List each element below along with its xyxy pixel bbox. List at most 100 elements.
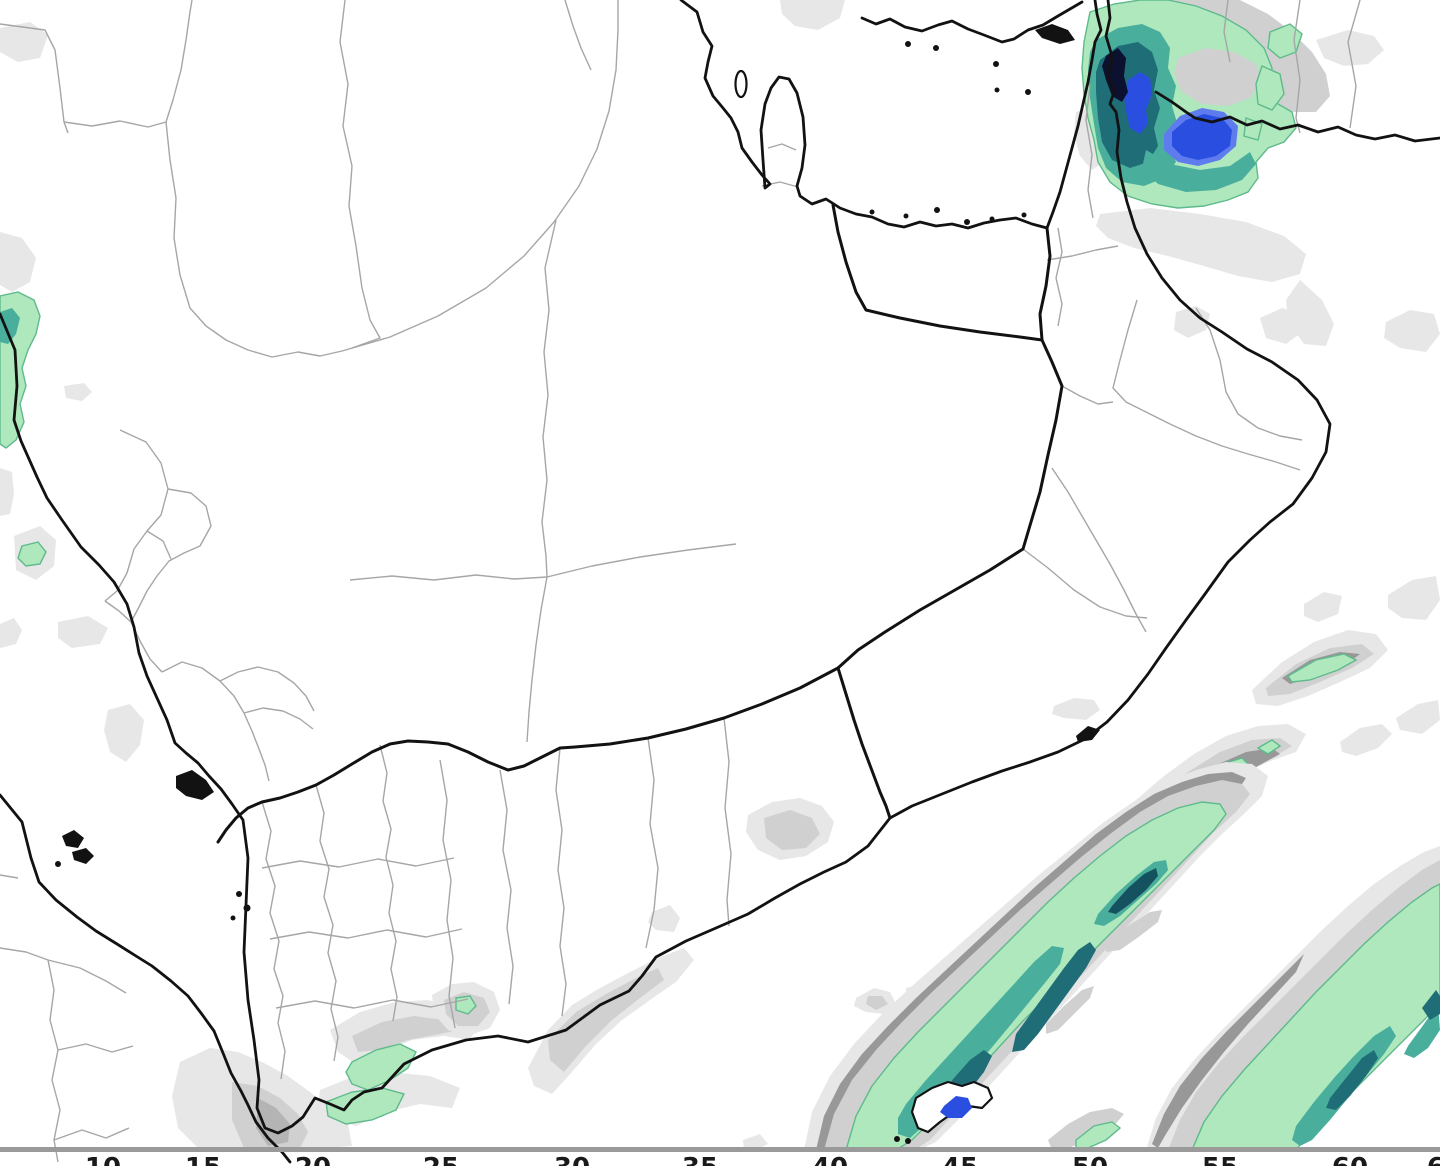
uae-coast-island bbox=[934, 207, 940, 213]
colorbar-tick-label: 15 bbox=[185, 1155, 221, 1166]
colorbar-tick-label: 65 bbox=[1427, 1155, 1440, 1166]
colorbar-tick-label: 50 bbox=[1072, 1155, 1108, 1166]
border-saudi-oman bbox=[836, 338, 1064, 670]
cloud-blob bbox=[1096, 208, 1306, 282]
dahlak-islands bbox=[72, 848, 94, 864]
colorbar-tick-label: 55 bbox=[1202, 1155, 1238, 1166]
cloud-blob bbox=[0, 618, 22, 648]
admin-border bbox=[261, 801, 286, 1080]
admin-border bbox=[1112, 299, 1301, 471]
cloud-blob bbox=[1396, 700, 1440, 734]
admin-border bbox=[1051, 467, 1147, 633]
admin-border bbox=[1293, 0, 1301, 134]
qeshm-island bbox=[1035, 24, 1075, 44]
colorbar-tick-row: 10 15 20 25 30 35 40 45 50 55 60 65 bbox=[0, 1155, 1440, 1166]
cloud-blob bbox=[1052, 698, 1100, 720]
map-frame-bottom bbox=[0, 1147, 1440, 1152]
uae-coast-island bbox=[903, 213, 909, 219]
precip-core bbox=[1108, 868, 1158, 914]
cloud-blob bbox=[1316, 30, 1384, 66]
uae-coast-island bbox=[869, 209, 875, 215]
hanish-islands bbox=[243, 904, 251, 912]
admin-border bbox=[53, 1127, 130, 1141]
admin-border bbox=[269, 928, 463, 940]
coastline-gulf-of-oman bbox=[0, 0, 1332, 1135]
cloud-blob bbox=[1048, 1108, 1124, 1150]
coastline-iran-gulf bbox=[860, 0, 1084, 44]
border-saudi-yemen bbox=[216, 666, 840, 844]
gulf-island bbox=[993, 61, 999, 67]
admin-border bbox=[723, 717, 732, 927]
precip-patch bbox=[1287, 653, 1358, 683]
admin-border bbox=[315, 784, 339, 1062]
border-uae-oman bbox=[1038, 226, 1052, 342]
admin-border bbox=[767, 143, 797, 151]
brothers-island bbox=[894, 1136, 900, 1142]
admin-border bbox=[499, 769, 514, 1005]
admin-border bbox=[341, 0, 619, 352]
precip-band-edge bbox=[1152, 954, 1304, 1148]
admin-border bbox=[1061, 385, 1114, 405]
precip-core bbox=[1012, 942, 1096, 1052]
hanish-islands bbox=[236, 891, 242, 897]
coastline-iran-makran bbox=[1154, 90, 1440, 143]
cloud-blob bbox=[0, 232, 36, 292]
admin-border bbox=[275, 998, 469, 1009]
cloud-blob bbox=[58, 616, 108, 648]
uae-coast-island bbox=[964, 219, 970, 225]
coastline-africa bbox=[0, 793, 292, 1164]
admin-border bbox=[564, 0, 592, 71]
precip-core bbox=[1326, 1050, 1378, 1110]
precip-patch bbox=[17, 541, 47, 567]
precip-core bbox=[1142, 150, 1256, 192]
cloud-blob bbox=[764, 810, 820, 850]
admin-border bbox=[439, 759, 456, 1029]
precip-patch bbox=[1255, 65, 1285, 111]
border-yemen-oman bbox=[836, 666, 892, 820]
admin-border bbox=[1085, 84, 1094, 219]
colorbar-tick-label: 60 bbox=[1332, 1155, 1368, 1166]
colorbar-tick-label: 35 bbox=[682, 1155, 718, 1166]
admin-border bbox=[47, 959, 61, 1163]
cloud-streak bbox=[548, 968, 664, 1072]
cloud-blob bbox=[104, 704, 144, 762]
cloud-blob bbox=[1388, 576, 1440, 620]
masirah-island bbox=[1076, 726, 1100, 742]
admin-border bbox=[1195, 307, 1303, 441]
cloud-blob bbox=[866, 996, 888, 1010]
precip-patch bbox=[1256, 739, 1282, 755]
colorbar-tick-label: 25 bbox=[423, 1155, 459, 1166]
admin-border bbox=[0, 947, 49, 961]
gulf-island bbox=[994, 87, 1000, 93]
admin-border bbox=[349, 574, 548, 581]
precip-extreme bbox=[1102, 48, 1128, 102]
colorbar-tick-label: 10 bbox=[85, 1155, 121, 1166]
admin-border bbox=[219, 666, 315, 712]
admin-border bbox=[261, 857, 455, 869]
admin-border bbox=[104, 600, 163, 673]
admin-border bbox=[1347, 0, 1361, 129]
cloud-blob bbox=[0, 22, 48, 62]
admin-border bbox=[63, 120, 167, 128]
precip-patch bbox=[325, 1087, 406, 1125]
admin-border bbox=[339, 0, 381, 349]
admin-border bbox=[104, 429, 169, 602]
admin-border bbox=[1055, 227, 1063, 327]
admin-border bbox=[146, 530, 172, 560]
cloud-blob bbox=[1286, 280, 1334, 346]
admin-border bbox=[379, 744, 398, 1022]
admin-border bbox=[0, 874, 19, 879]
admin-border bbox=[645, 737, 659, 949]
cloud-blob bbox=[64, 383, 92, 401]
cloud-hole bbox=[1174, 48, 1262, 106]
precip-heavy bbox=[1172, 114, 1232, 160]
admin-border bbox=[1046, 245, 1119, 261]
precip-core bbox=[0, 308, 20, 344]
admin-border bbox=[165, 0, 193, 123]
brothers-island bbox=[905, 1138, 911, 1144]
precip-heavy bbox=[940, 1096, 972, 1118]
admin-border bbox=[526, 219, 557, 743]
cloud-blob bbox=[0, 468, 14, 516]
cloud-hole bbox=[1106, 910, 1162, 952]
